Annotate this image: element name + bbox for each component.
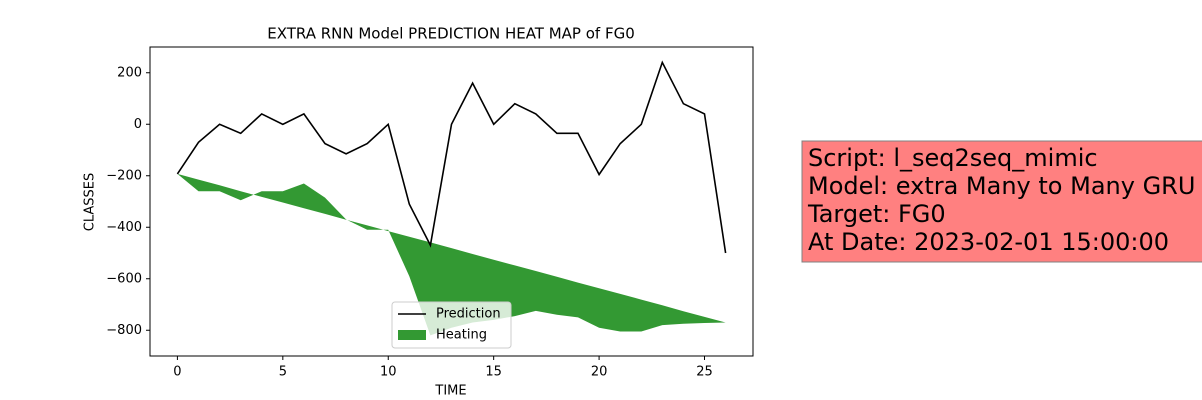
x-tick-label: 5 [279, 365, 287, 380]
legend-swatch [398, 330, 426, 340]
y-tick-label: −200 [106, 168, 142, 183]
info-text: Script: l_seq2seq_mimic [808, 144, 1098, 172]
y-tick-label: 200 [117, 65, 142, 80]
legend-label: Heating [436, 328, 487, 343]
x-tick-label: 10 [380, 365, 397, 380]
info-text: Model: extra Many to Many GRU [808, 172, 1195, 200]
x-tick-label: 25 [696, 365, 713, 380]
area [177, 173, 726, 336]
chart-title: EXTRA RNN Model PREDICTION HEAT MAP of F… [267, 25, 635, 43]
x-axis-label: TIME [434, 384, 466, 399]
plot-frame [149, 46, 754, 357]
y-tick-label: −800 [106, 323, 142, 338]
line [176, 60, 727, 254]
x-tick-label: 0 [173, 365, 181, 380]
info-box [801, 140, 1202, 263]
legend-label: Prediction [436, 307, 501, 322]
y-axis-label: CLASSES [83, 173, 98, 231]
y-tick-label: −600 [106, 271, 142, 286]
x-tick-label: 20 [591, 365, 608, 380]
info-text: Target: FG0 [807, 200, 946, 228]
y-tick-label: −400 [106, 220, 142, 235]
x-tick-label: 15 [485, 365, 502, 380]
y-tick-label: 0 [134, 117, 142, 132]
info-text: At Date: 2023-02-01 15:00:00 [808, 228, 1169, 256]
